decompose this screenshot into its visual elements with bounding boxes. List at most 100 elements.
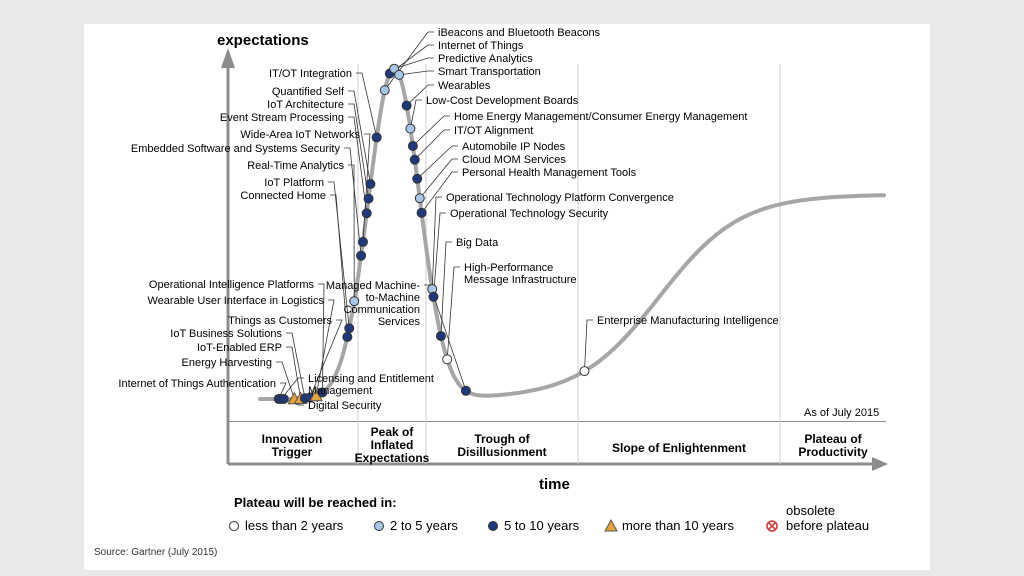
marker-low-cost-development-boards (405, 123, 416, 134)
marker-wide-area-iot-networks (357, 236, 368, 247)
leader-line (348, 164, 355, 302)
leader-line (431, 196, 442, 290)
label-home-energy-management-consumer-energy-management: Home Energy Management/Consumer Energy M… (454, 111, 747, 123)
label-things-as-customers: Things as Customers (228, 315, 332, 327)
phase-label: Plateau of (804, 432, 862, 446)
label-iot-architecture: IoT Architecture (267, 99, 344, 111)
marker-operational-technology-security (428, 291, 439, 302)
label-quantified-self: Quantified Self (272, 86, 345, 98)
legend-5to10-label: 5 to 10 years (504, 518, 580, 533)
phase-label: Expectations (355, 451, 430, 465)
label-wide-area-iot-networks: Wide-Area IoT Networks (240, 129, 360, 141)
phase-label: Innovation (262, 432, 323, 446)
label-internet-of-things-authentication: Internet of Things Authentication (118, 378, 276, 390)
label-licensing-and-entitlement-management: Licensing and Entitlement (308, 373, 434, 385)
slide: Internet of Things Authentication Licensi… (84, 24, 930, 570)
legend-5to10-marker (488, 521, 498, 531)
marker-enterprise-manufacturing-intelligence (579, 366, 590, 377)
marker-digital-security (278, 393, 289, 404)
x-axis-label: time (539, 476, 570, 493)
leader-line (348, 90, 371, 185)
label-internet-of-things: Internet of Things (438, 40, 524, 52)
label-iot-enabled-erp: IoT-Enabled ERP (197, 342, 282, 354)
label-smart-transportation: Smart Transportation (438, 66, 541, 78)
phase-label: Inflated (371, 438, 414, 452)
label-big-data: Big Data (456, 237, 499, 249)
leader-line (384, 31, 434, 91)
label-enterprise-manufacturing-intelligence: Enterprise Manufacturing Intelligence (597, 315, 779, 327)
leader-line (276, 361, 295, 399)
leader-line (433, 212, 446, 297)
legend-lt2-label: less than 2 years (245, 518, 344, 533)
leader-line (286, 346, 301, 399)
leader-line (348, 103, 369, 199)
leader-line (414, 129, 450, 161)
leader-line (283, 398, 304, 406)
legend-label-obsolete: obsolete (786, 503, 835, 518)
leader-line (362, 133, 371, 242)
leader-line (584, 319, 593, 372)
label-iot-business-solutions: IoT Business Solutions (170, 328, 282, 340)
phase-label: Peak of (371, 425, 415, 439)
legend-gt10-label: more than 10 years (622, 518, 735, 533)
phase-label: Disillusionment (457, 445, 546, 459)
legend-2to5-marker (374, 521, 384, 531)
label-real-time-analytics: Real-Time Analytics (247, 160, 344, 172)
label-it-ot-integration: IT/OT Integration (269, 68, 352, 80)
leader-line (328, 181, 350, 329)
source-note: Source: Gartner (July 2015) (94, 547, 217, 558)
label-wearable-user-interface-in-logistics: Wearable User Interface in Logistics (148, 295, 325, 307)
label-operational-technology-platform-convergence: Operational Technology Platform Converge… (446, 192, 674, 204)
legend-gt10-marker (604, 518, 618, 532)
label-automobile-ip-nodes: Automobile IP Nodes (462, 141, 566, 153)
marker-embedded-software-and-systems-security (356, 250, 367, 261)
marker-automobile-ip-nodes (412, 173, 423, 184)
legend-2to5-label: 2 to 5 years (390, 518, 458, 533)
leader-line (419, 158, 458, 199)
leader-line (416, 145, 458, 180)
label-high-performance-message-infrastructure: High-Performance (464, 262, 553, 274)
label-managed-machine-to-machine-communication-services: to-Machine (366, 292, 420, 304)
label-operational-technology-security: Operational Technology Security (450, 208, 609, 220)
marker-personal-health-management-tools (416, 207, 427, 218)
leader-line (280, 377, 304, 400)
marker-operational-intelligence-platforms (317, 387, 328, 398)
leader-line (399, 70, 434, 76)
label-connected-home: Connected Home (240, 190, 326, 202)
marker-quantified-self (365, 179, 376, 190)
label-ibeacons-and-bluetooth-beacons: iBeacons and Bluetooth Beacons (438, 27, 601, 39)
leader-line (389, 44, 434, 74)
leader-line (440, 241, 452, 337)
leader-line (318, 283, 325, 393)
marker-event-stream-processing (361, 208, 372, 219)
leader-line (330, 194, 348, 337)
marker-it-ot-alignment (409, 154, 420, 165)
label-predictive-analytics: Predictive Analytics (438, 53, 533, 65)
label-managed-machine-to-machine-communication-services: Communication (344, 304, 420, 316)
label-digital-security: Digital Security (308, 400, 382, 412)
marker-high-performance-message-infrastructure (442, 354, 453, 365)
leader-line (446, 266, 460, 360)
leader-line (394, 57, 434, 70)
legend-lt2-marker (229, 521, 239, 531)
label-wearables: Wearables (438, 80, 491, 92)
leader-line (356, 72, 378, 138)
leader-line (406, 84, 434, 106)
marker-real-time-analytics (349, 296, 360, 307)
leader-line (278, 382, 287, 400)
phase-label: Slope of Enlightenment (612, 441, 746, 455)
x-axis-arrow (872, 457, 888, 471)
marker-it-ot-integration (371, 132, 382, 143)
label-managed-machine-to-machine-communication-services: Managed Machine- (326, 280, 421, 292)
label-operational-intelligence-platforms: Operational Intelligence Platforms (149, 279, 315, 291)
label-managed-machine-to-machine-communication-services: Services (378, 316, 421, 328)
marker-cloud-mom-services (414, 193, 425, 204)
hype-cycle-chart: Internet of Things Authentication Licensi… (94, 27, 888, 558)
marker-iot-architecture (363, 193, 374, 204)
leader-line (409, 99, 422, 129)
leader-line (348, 116, 368, 214)
hype-curve (258, 66, 886, 401)
marker-smart-transportation (394, 69, 405, 80)
phase-label: Trigger (272, 445, 313, 459)
label-energy-harvesting: Energy Harvesting (182, 357, 273, 369)
